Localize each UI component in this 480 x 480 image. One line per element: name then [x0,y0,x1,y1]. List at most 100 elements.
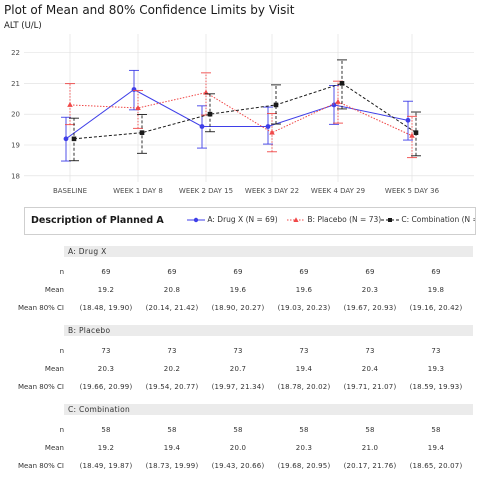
table-cell: 58 [365,426,375,434]
table-cell: 19.2 [97,286,115,294]
row-label: n [59,347,64,355]
y-tick-label: 20 [11,111,20,119]
table-cell: (19.68, 20.95) [277,462,331,470]
table-cell: 20.0 [229,444,247,452]
table-cell: (19.97, 21.34) [211,383,265,391]
table-cell: 19.2 [97,444,115,452]
table-cell: (19.54, 20.77) [145,383,199,391]
row-label: Mean [44,444,64,452]
x-tick-label: WEEK 5 DAY 36 [385,187,440,195]
data-point [273,102,279,108]
table-cell: (18.78, 20.02) [277,383,331,391]
y-axis-label: ALT (U/L) [4,21,42,31]
table-cell: 20.7 [229,365,247,373]
table-cell: 20.8 [163,286,181,294]
table-cell: (18.73, 19.99) [145,462,199,470]
data-point [139,130,145,135]
table-cell: 73 [431,347,441,355]
table-cell: 19.8 [427,286,445,294]
table-cell: 69 [299,268,309,276]
legend-label: C: Combination (N = 58) [401,215,475,224]
table-cell: (19.71, 21.07) [343,383,397,391]
table-cell: 73 [101,347,111,355]
chart-plot: 18 19 20 21 22 BASELINE WEEK 1 DAY 8 WEEK 2 DAY… [11,34,474,195]
data-point [131,87,137,92]
table-cell: (19.66, 20.99) [79,383,133,391]
y-tick-label: 21 [11,80,20,88]
table-cell: (19.67, 20.93) [343,304,397,312]
data-point [413,130,419,135]
row-label: Mean [44,365,64,373]
data-point [207,111,213,117]
legend-item-combination: C: Combination (N = 58) [381,215,475,224]
table-cell: (18.48, 19.90) [79,304,133,312]
table-cell: 69 [167,268,177,276]
x-tick-label: WEEK 3 DAY 22 [245,187,299,195]
data-point [63,136,69,142]
table-cell: 69 [233,268,243,276]
table-cell: 19.4 [295,365,313,373]
table-cell: (19.03, 20.23) [277,304,331,312]
series-line [65,88,409,140]
data-point [71,136,77,142]
data-point [405,117,411,123]
y-tick-label: 18 [11,172,20,180]
plot-area [24,34,474,182]
table-cell: (19.16, 20.42) [409,304,463,312]
data-point [409,132,415,138]
legend-item-placebo: B: Placebo (N = 73) [287,215,382,224]
row-label: Mean 80% CI [17,462,64,470]
table-cell: 19.4 [163,444,181,452]
legend-marker-circle-icon [187,217,205,223]
data-point [269,129,275,135]
table-cell: (18.49, 19.87) [79,462,133,470]
table-cell: (18.65, 20.07) [409,462,463,470]
data-point [339,81,345,86]
table-cell: 58 [431,426,441,434]
table-cell: 20.2 [163,365,181,373]
table-cell: 19.6 [295,286,313,294]
table-cell: 69 [101,268,111,276]
legend-label: A: Drug X (N = 69) [207,215,278,224]
data-point [203,89,209,95]
table-cell: (20.17, 21.76) [343,462,397,470]
row-label: Mean 80% CI [17,383,64,391]
table-cell: 21.0 [361,444,379,452]
y-tick-label: 19 [11,142,20,150]
legend-marker-triangle-icon [287,217,305,222]
chart-title: Plot of Mean and 80% Confidence Limits b… [4,3,295,17]
table-cell: (20.14, 21.42) [145,304,199,312]
table-cell: 19.6 [229,286,247,294]
table-cell: 58 [233,426,243,434]
table-cell: 58 [167,426,177,434]
table-cell: 20.3 [361,286,379,294]
data-point [265,124,271,129]
table-cell: 19.3 [427,365,445,373]
group-header: A: Drug X [64,246,473,257]
group-header: B: Placebo [64,325,473,336]
series-line [73,82,417,140]
legend-title: Description of Planned A [31,215,164,226]
x-tick-label: WEEK 1 DAY 8 [113,187,163,195]
table-cell: 73 [233,347,243,355]
x-tick-label: WEEK 4 DAY 29 [311,187,365,195]
series-line [69,92,413,137]
table-cell: (18.90, 20.27) [211,304,265,312]
legend-marker-square-icon [381,218,399,222]
legend-label: B: Placebo (N = 73) [307,215,382,224]
data-point [335,98,341,104]
table-cell: 69 [431,268,441,276]
table-cell: 20.3 [295,444,313,452]
x-tick-label: BASELINE [53,187,87,195]
table-cell: 73 [167,347,177,355]
legend: Description of Planned A A: Drug X (N = … [24,207,476,235]
group-header: C: Combination [64,404,473,415]
row-label: Mean [44,286,64,294]
x-tick-label: WEEK 2 DAY 15 [179,187,233,195]
y-tick-label: 22 [11,49,20,57]
row-label: Mean 80% CI [17,304,64,312]
row-label: n [59,268,64,276]
data-point [67,101,73,107]
data-point [199,124,205,129]
table-cell: 73 [299,347,309,355]
